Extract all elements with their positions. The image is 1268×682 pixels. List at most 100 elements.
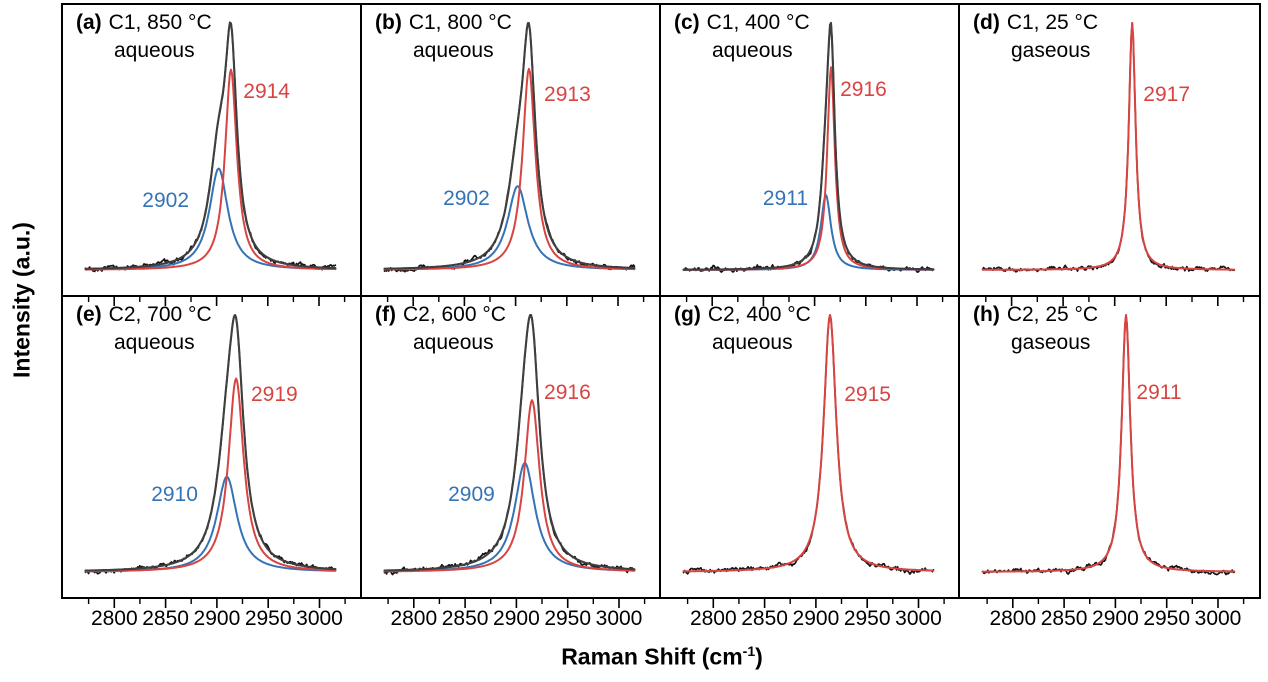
panel-title: (f) C2, 600 °C aqueous [375,301,506,357]
peak-label-red: 2919 [251,383,298,407]
panel-letter: (h) [973,303,1000,326]
curve-component-blue [682,194,935,271]
peak-label-red: 2917 [1143,82,1190,106]
panel-e: (e) C2, 700 °C aqueous 2919 2910 [63,297,362,597]
x-tick-label: 2900 [792,607,840,630]
x-axis-title-text: Raman Shift (cm [561,643,743,670]
x-tick-label: 3000 [895,607,942,630]
x-tick-label: 2900 [193,607,241,630]
curve-component-red [981,22,1236,271]
panel-letter: (d) [973,11,1000,34]
x-tick-label: 2950 [843,607,891,630]
x-tick-label: 3000 [595,607,643,630]
panel-letter: (e) [76,303,102,326]
x-tick-label: 2850 [741,607,788,630]
curve-fit-sum [682,21,935,271]
spectrum-plot-d [981,22,1236,273]
curve-component-red [682,66,935,271]
panel-h: (h) C2, 25 °C gaseous 2911 [960,297,1259,597]
panel-title: (c) C1, 400 °C aqueous [674,9,810,65]
panel-d: (d) C1, 25 °C gaseous 2917 [960,5,1259,297]
curve-component-red [981,314,1236,573]
x-axis-title: Raman Shift (cm-1) [561,643,763,671]
x-tick-label: 2850 [441,607,489,630]
curve-component-red [84,377,337,573]
x-tick-label: 2850 [1040,607,1088,630]
panel-phase: aqueous [413,38,494,62]
panel-title: (g) C2, 400 °C aqueous [674,301,811,357]
panel-letter: (f) [375,303,396,326]
curve-fit-sum [383,313,636,572]
curve-component-blue [84,475,337,573]
x-axis-title-exponent: -1 [742,643,756,659]
curve-component-red [383,67,636,271]
panel-a: (a) C1, 850 °C aqueous 2914 2902 [63,5,362,297]
panel-condition: C1, 400 °C [706,11,810,34]
spectrum-plot-c [682,21,935,273]
panel-condition: C1, 800 °C [408,11,512,34]
panel-phase: gaseous [1011,38,1091,62]
panel-phase: aqueous [712,38,793,62]
panel-title: (h) C2, 25 °C gaseous [973,301,1098,357]
peak-label-red: 2916 [544,381,591,404]
peak-label-red: 2915 [844,383,891,407]
x-tick-label: 2950 [1143,607,1191,630]
panel-grid: (a) C1, 850 °C aqueous 2914 2902 (b) C1, 8… [61,3,1261,599]
panel-b: (b) C1, 800 °C aqueous 2913 2902 [362,5,661,297]
peak-label-blue: 2909 [448,483,495,506]
panel-g: (g) C2, 400 °C aqueous 2915 [661,297,960,597]
panel-phase: aqueous [114,330,195,354]
peak-label-red: 2914 [243,80,290,103]
x-axis-ticks [87,599,1245,608]
peak-label-red: 2911 [1136,381,1182,404]
curve-fit-sum [84,313,337,572]
curve-fit-sum [84,21,337,270]
spectrum-plot-g [682,297,944,575]
panel-title: (b) C1, 800 °C aqueous [375,9,512,65]
panel-title: (e) C2, 700 °C aqueous [76,301,212,357]
peak-label-blue: 2911 [762,187,809,210]
x-tick-label: 2800 [90,607,138,630]
spectrum-plot-e [84,297,346,575]
panel-phase: aqueous [114,38,195,62]
peak-label-blue: 2902 [443,187,490,211]
panel-f: (f) C2, 600 °C aqueous 2916 2909 [362,297,661,597]
panel-phase: gaseous [1011,330,1091,354]
spectrum-plot-f [383,297,645,576]
x-tick-label: 3000 [1194,607,1242,630]
panel-c: (c) C1, 400 °C aqueous 2916 2911 [661,5,960,297]
spectrum-plot-h [981,297,1245,576]
panel-letter: (b) [375,11,402,34]
panel-letter: (g) [674,303,701,326]
x-tick-label: 3000 [296,607,343,630]
x-tick-label: 2800 [689,607,737,630]
y-axis-title: Intensity (a.u.) [8,222,35,378]
peak-label-red: 2916 [840,77,887,101]
curve-component-red [84,68,337,271]
panel-condition: C2, 700 °C [108,303,212,326]
x-tick-label: 2950 [544,607,592,630]
x-tick-label: 2800 [390,607,438,630]
panel-title: (a) C1, 850 °C aqueous [76,9,212,65]
panel-letter: (c) [674,11,700,34]
panel-condition: C2, 600 °C [402,303,506,326]
panel-condition: C2, 400 °C [707,303,811,326]
x-axis-strip: 2800 2850 2900 2950 3000 2800 2850 2900 2950 3000… [63,599,1259,633]
peak-label-red: 2913 [544,82,591,106]
x-tick-label: 2800 [989,607,1037,630]
panel-title: (d) C1, 25 °C gaseous [973,9,1098,65]
panel-letter: (a) [76,11,102,34]
panel-condition: C2, 25 °C [1006,303,1099,326]
panel-condition: C1, 850 °C [108,11,212,34]
peak-label-blue: 2902 [142,189,190,213]
panel-phase: aqueous [413,330,494,354]
curve-fit-sum [383,21,636,270]
curve-component-red [383,399,636,573]
curve-component-red [682,314,935,573]
spectrum-plot-b [383,21,636,273]
x-tick-label: 2900 [493,607,540,630]
panel-phase: aqueous [712,330,793,354]
panel-condition: C1, 25 °C [1006,11,1099,34]
x-tick-label: 2950 [244,607,292,630]
